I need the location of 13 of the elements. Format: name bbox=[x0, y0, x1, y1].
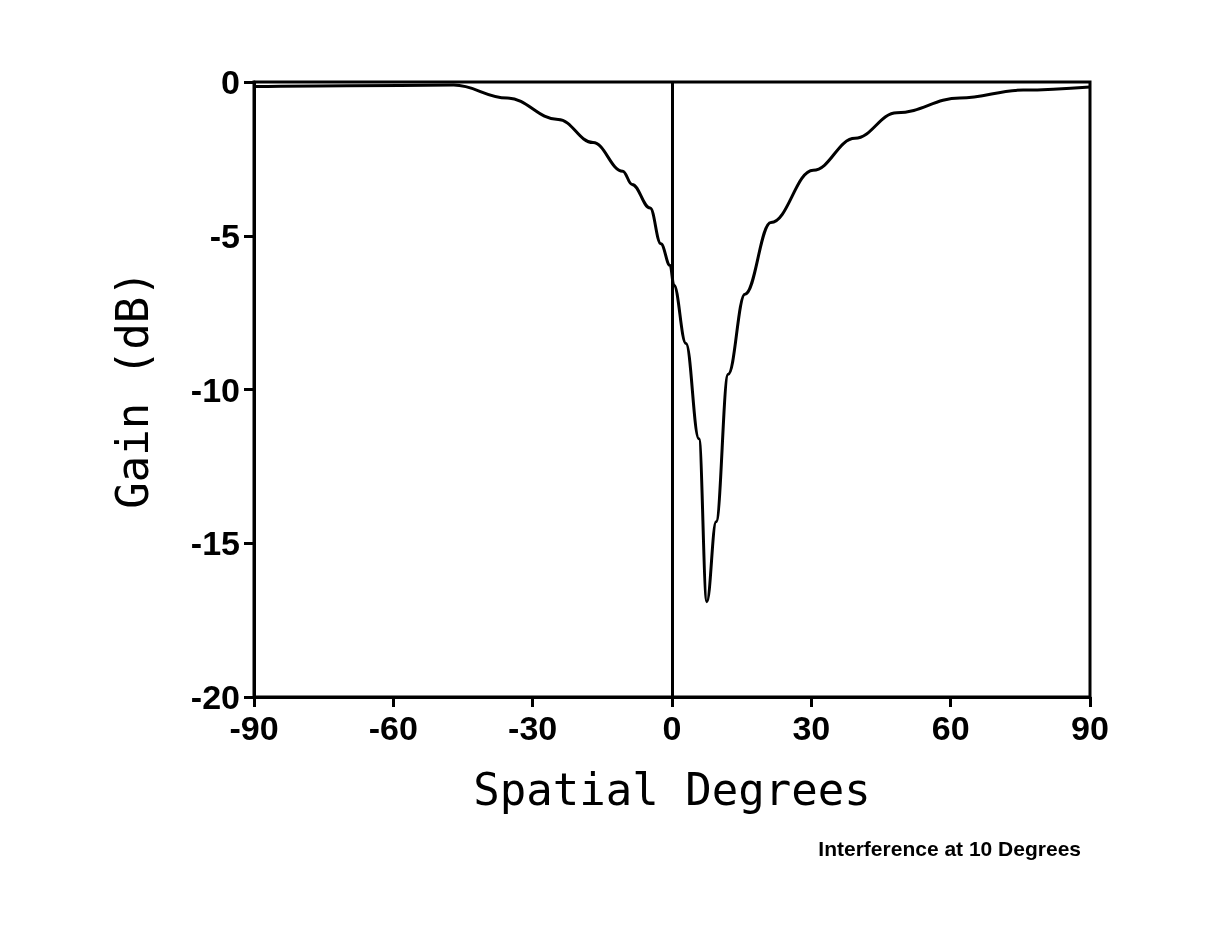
y-tick-label: -5 bbox=[209, 216, 240, 255]
x-tick-label: -30 bbox=[508, 709, 558, 747]
y-tick-label: -15 bbox=[190, 524, 240, 563]
x-tick-label: 0 bbox=[662, 709, 682, 747]
x-tick-label: 60 bbox=[931, 709, 970, 747]
x-tick-label: -60 bbox=[368, 709, 418, 747]
y-axis-title: Gain (dB) bbox=[106, 270, 158, 509]
y-tick-label: -10 bbox=[190, 370, 240, 409]
y-tick-label: 0 bbox=[221, 63, 240, 101]
x-axis-title: Spatial Degrees bbox=[473, 763, 871, 815]
x-tick-label: 30 bbox=[792, 709, 831, 747]
x-tick-label: 90 bbox=[1071, 709, 1109, 747]
text: Interference at 10 Degrees bbox=[818, 837, 1082, 860]
